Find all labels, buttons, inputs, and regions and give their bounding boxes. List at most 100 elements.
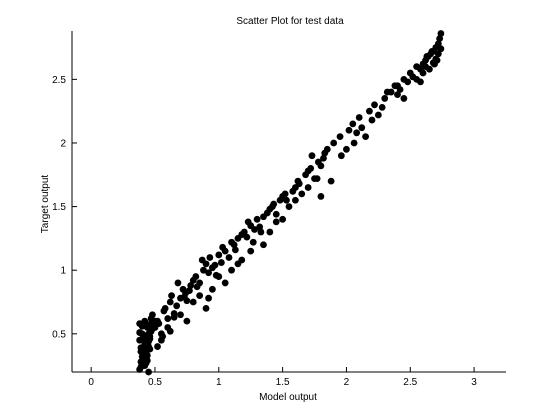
y-tick-label: 1: [60, 266, 66, 277]
scatter-point: [209, 285, 216, 293]
scatter-point: [308, 152, 316, 160]
scatter-point: [317, 193, 325, 200]
scatter-point: [437, 45, 445, 53]
scatter-point: [187, 282, 195, 289]
scatter-point: [320, 154, 327, 162]
scatter-point: [426, 65, 433, 73]
scatter-point: [211, 261, 219, 269]
scatter-point: [434, 50, 442, 58]
scatter-point: [140, 352, 147, 359]
scatter-point: [186, 287, 193, 294]
scatter-point: [238, 256, 246, 264]
x-tick-label: 0: [88, 377, 94, 388]
scatter-point: [417, 78, 424, 86]
scatter-point: [343, 145, 350, 153]
x-tick-label: 2: [344, 377, 350, 388]
scatter-point: [257, 228, 265, 236]
scatter-point: [174, 279, 182, 287]
scatter-point: [180, 293, 188, 301]
scatter-point: [206, 254, 214, 261]
scatter-point: [394, 91, 401, 99]
scatter-point: [154, 343, 161, 350]
scatter-point: [202, 304, 210, 312]
x-axis-label: Model output: [259, 392, 317, 403]
scatter-point: [244, 218, 252, 226]
scatter-point: [136, 329, 144, 336]
scatter-point: [225, 254, 233, 261]
scatter-point: [281, 190, 289, 198]
scatter-point: [192, 273, 200, 280]
scatter-point: [260, 241, 267, 249]
x-tick-label: 1: [216, 377, 222, 388]
scatter-point: [217, 259, 225, 266]
scatter-point: [423, 53, 431, 60]
scatter-point: [247, 247, 255, 255]
scatter-point: [436, 35, 444, 43]
scatter-point: [350, 139, 358, 147]
scatter-point: [428, 47, 436, 55]
scatter-point: [272, 218, 280, 226]
chart-title: Scatter Plot for test data: [236, 16, 344, 27]
y-tick-label: 1.5: [52, 202, 66, 213]
scatter-point: [173, 302, 181, 310]
scatter-point: [183, 317, 191, 325]
scatter-point: [419, 69, 427, 77]
scatter-point: [215, 251, 223, 259]
scatter-point: [378, 103, 386, 111]
scatter-point: [228, 266, 235, 274]
scatter-point: [317, 162, 325, 170]
x-tick-label: 3: [471, 377, 477, 388]
scatter-point: [374, 111, 382, 119]
scatter-point: [330, 139, 338, 147]
scatter-point: [166, 327, 174, 335]
scatter-point: [285, 203, 293, 210]
scatter-point: [205, 269, 212, 277]
scatter-point: [193, 283, 201, 291]
scatter-point: [251, 226, 258, 233]
scatter-point: [196, 292, 204, 300]
scatter-point: [253, 215, 261, 223]
y-axis-label: Target output: [40, 175, 51, 234]
scatter-point: [313, 175, 321, 182]
scatter-point: [137, 363, 145, 371]
scatter-point: [146, 345, 154, 353]
scatter-point: [279, 215, 287, 223]
scatter-point: [283, 196, 290, 204]
scatter-point: [368, 116, 376, 124]
scatter-point: [205, 294, 212, 302]
scatter-point: [240, 228, 248, 236]
scatter-point: [349, 120, 357, 128]
scatter-point: [177, 311, 184, 319]
x-axis-ticks: 0 0.5 1 1.5 2 2.5 3: [88, 367, 477, 388]
scatter-point: [272, 210, 280, 218]
scatter-point: [431, 60, 438, 68]
scatter-point: [266, 228, 274, 236]
scatter-point: [394, 82, 401, 90]
scatter-point: [142, 332, 150, 340]
y-tick-label: 0.5: [52, 329, 66, 340]
scatter-point: [437, 30, 445, 37]
scatter-point: [138, 322, 146, 330]
y-tick-label: 2.5: [52, 75, 66, 86]
scatter-point: [249, 238, 257, 246]
scatter-point: [230, 241, 238, 249]
scatter-point: [256, 223, 264, 231]
scatter-point: [353, 129, 361, 137]
scatter-point: [170, 313, 178, 321]
y-tick-label: 2: [60, 138, 66, 149]
scatter-point: [166, 298, 174, 306]
scatter-point: [355, 114, 363, 121]
scatter-point: [219, 243, 227, 251]
scatter-point: [366, 107, 373, 115]
x-tick-label: 2.5: [403, 377, 417, 388]
scatter-point: [345, 126, 353, 134]
y-axis-ticks: 0.5 1 1.5 2 2.5: [52, 75, 77, 340]
scatter-point: [145, 368, 152, 376]
scatter-point: [147, 320, 155, 328]
scatter-point: [215, 273, 223, 280]
scatter-point: [358, 124, 366, 132]
scatter-point: [243, 233, 251, 241]
scatter-point: [321, 149, 329, 157]
scatter-point: [404, 78, 412, 86]
